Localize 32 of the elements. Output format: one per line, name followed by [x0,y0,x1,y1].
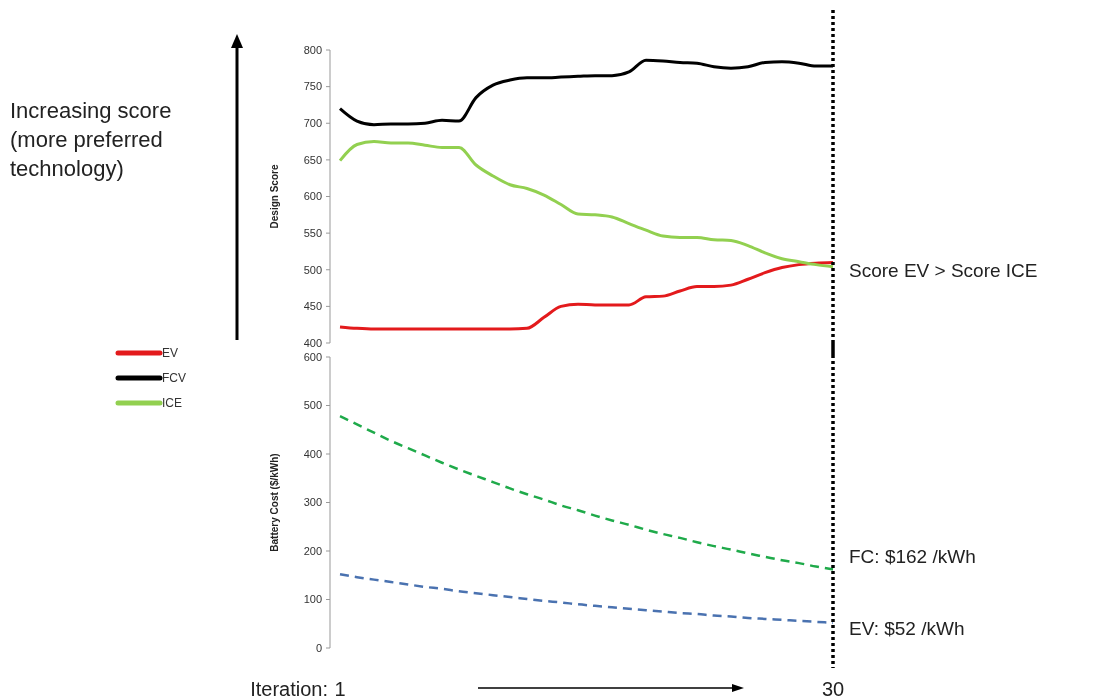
y-tick-label: 450 [303,300,322,313]
line-series [338,414,835,571]
y-tick-label: 600 [303,350,322,363]
y-axis-title: Design Score [269,164,280,229]
text: Increasing score (more preferred technology) [10,98,172,181]
y-tick-label: 750 [303,80,322,93]
y-axis-title: Battery Cost ($/kWh) [269,453,280,552]
y-tick-label: 400 [303,447,322,460]
x-tick-label: 1 [334,678,346,700]
y-tick-label: 650 [303,153,322,166]
line-series [338,140,835,269]
x-axis-title: Iteration: [250,678,328,700]
text: FC: $162 /kWh [849,545,976,567]
legend-label: ICE [162,396,183,411]
x-tick-label: 30 [821,678,845,700]
y-tick-label: 300 [303,496,322,509]
y-tick-label: 600 [303,190,322,203]
line-series [338,573,835,625]
line-series [338,260,835,331]
y-tick-label: 100 [303,593,322,606]
text: EV: $52 /kWh [849,617,965,639]
y-tick-label: 200 [303,544,322,557]
legend-label: EV [162,346,179,361]
y-tick-label: 700 [303,117,322,130]
text: Score EV > Score ICE [849,259,1038,281]
legend-label: FCV [162,371,186,386]
y-tick-label: 500 [303,399,322,412]
y-tick-label: 400 [303,336,322,349]
y-tick-label: 500 [303,263,322,276]
y-tick-label: 800 [303,43,322,56]
y-tick-label: 0 [315,641,322,654]
y-tick-label: 550 [303,226,322,239]
